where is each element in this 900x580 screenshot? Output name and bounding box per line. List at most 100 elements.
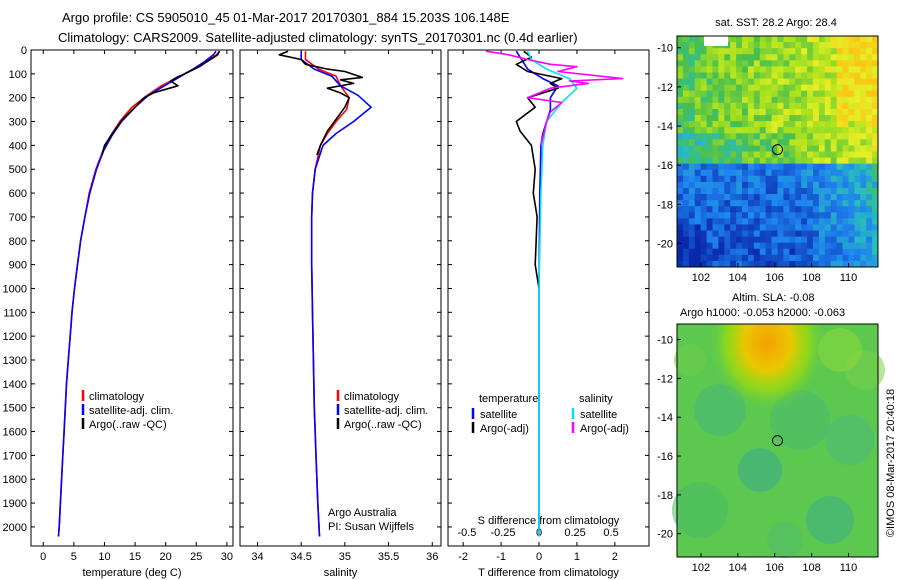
sst-cell	[747, 169, 755, 177]
depth-tick-label: 1500	[3, 403, 27, 415]
sst-cell	[753, 157, 761, 165]
sst-cell	[830, 151, 838, 158]
sst-cell	[789, 200, 796, 207]
sst-cell	[818, 84, 826, 92]
sst-cell	[818, 224, 826, 231]
sst-cell	[694, 127, 702, 134]
sst-cell	[700, 224, 707, 231]
sst-cell	[807, 133, 814, 140]
sst-cell	[712, 175, 719, 183]
sst-cell	[742, 181, 749, 189]
sst-cell	[753, 230, 761, 238]
sst-cell	[706, 102, 713, 110]
sst-cell	[700, 139, 707, 146]
sst-cell	[824, 224, 832, 231]
sst-cell	[818, 157, 826, 165]
sst-cell	[700, 151, 707, 158]
sst-cell	[842, 84, 849, 92]
temperature-legend-label: Argo(..raw -QC)	[89, 419, 167, 431]
sst-cell	[677, 212, 684, 219]
temperature-series-line	[57, 50, 221, 537]
sst-cell	[801, 151, 808, 158]
header-line-1: Argo profile: CS 5905010_45 01-Mar-2017 …	[62, 10, 510, 25]
sst-cell	[818, 90, 826, 98]
sst-cell	[777, 90, 784, 98]
sst-cell	[706, 78, 713, 86]
sst-cell	[771, 224, 778, 231]
sst-cell	[848, 163, 855, 171]
sst-cell	[742, 96, 749, 104]
sst-cell	[753, 254, 761, 262]
sst-cell	[854, 48, 861, 55]
sst-cell	[682, 248, 690, 256]
sst-cell	[765, 236, 772, 244]
sst-cell	[824, 194, 832, 201]
sst-cell	[724, 96, 731, 104]
sst-cell	[730, 230, 737, 238]
sst-cell	[700, 60, 707, 67]
sst-cell	[730, 133, 737, 140]
sst-cell	[836, 163, 843, 171]
sst-cell	[807, 139, 814, 146]
sst-cell	[747, 96, 755, 104]
sst-cell	[742, 230, 749, 238]
sst-cell	[724, 169, 731, 177]
sst-cell	[682, 242, 690, 250]
sst-cell	[736, 72, 743, 79]
sst-cell	[818, 139, 826, 146]
sst-cell	[771, 108, 778, 116]
sst-cell	[807, 48, 814, 55]
sst-cell	[759, 194, 767, 201]
sst-cell	[860, 260, 867, 268]
sst-cell	[682, 175, 690, 183]
sst-cell	[848, 84, 855, 92]
sst-cell	[688, 145, 696, 152]
sst-cell	[848, 121, 855, 128]
sst-cell	[747, 242, 755, 250]
sst-cell	[848, 108, 855, 116]
sst-cell	[812, 127, 820, 134]
sst-cell	[677, 84, 684, 92]
sst-cell	[765, 181, 772, 189]
sst-cell	[759, 212, 767, 219]
sst-cell	[742, 254, 749, 262]
sst-cell	[700, 121, 707, 128]
sst-cell	[747, 187, 755, 195]
sst-cell	[759, 206, 767, 213]
sst-cell	[759, 187, 767, 195]
sst-cell	[747, 145, 755, 152]
sst-cell	[783, 236, 790, 244]
sst-cell	[677, 60, 684, 67]
top-axis-tick-label: 0.5	[603, 527, 618, 539]
sst-cell	[706, 60, 713, 67]
sst-cell	[700, 236, 707, 244]
sst-cell	[866, 169, 873, 177]
sst-cell	[694, 157, 702, 165]
sst-cell	[694, 66, 702, 73]
sst-cell	[830, 175, 838, 183]
sst-cell	[854, 254, 861, 262]
sst-cell	[706, 187, 713, 195]
sst-cell	[848, 200, 855, 207]
sst-cell	[694, 96, 702, 104]
sst-cell	[872, 175, 879, 183]
temperature-series-line	[101, 50, 221, 156]
sst-cell	[807, 212, 814, 219]
sst-cell	[688, 181, 696, 189]
sst-cell	[771, 36, 778, 43]
depth-tick-label: 1200	[3, 331, 27, 343]
difference-panel: -2 -1 0 1 2 T difference from climatology -0.5…	[447, 49, 650, 579]
sst-cell	[742, 115, 749, 122]
sst-cell	[807, 78, 814, 86]
map-xtick-label: 106	[766, 562, 784, 574]
sst-cell	[706, 200, 713, 207]
sst-cell	[783, 48, 790, 55]
sst-cell	[765, 212, 772, 219]
sla-warm-anomaly	[677, 324, 878, 557]
diff-legend-title: temperature	[479, 393, 538, 405]
sst-cell	[854, 200, 861, 207]
sst-cell	[854, 139, 861, 146]
sst-cell	[824, 212, 832, 219]
sst-cell	[824, 169, 832, 177]
sst-cell	[848, 206, 855, 213]
